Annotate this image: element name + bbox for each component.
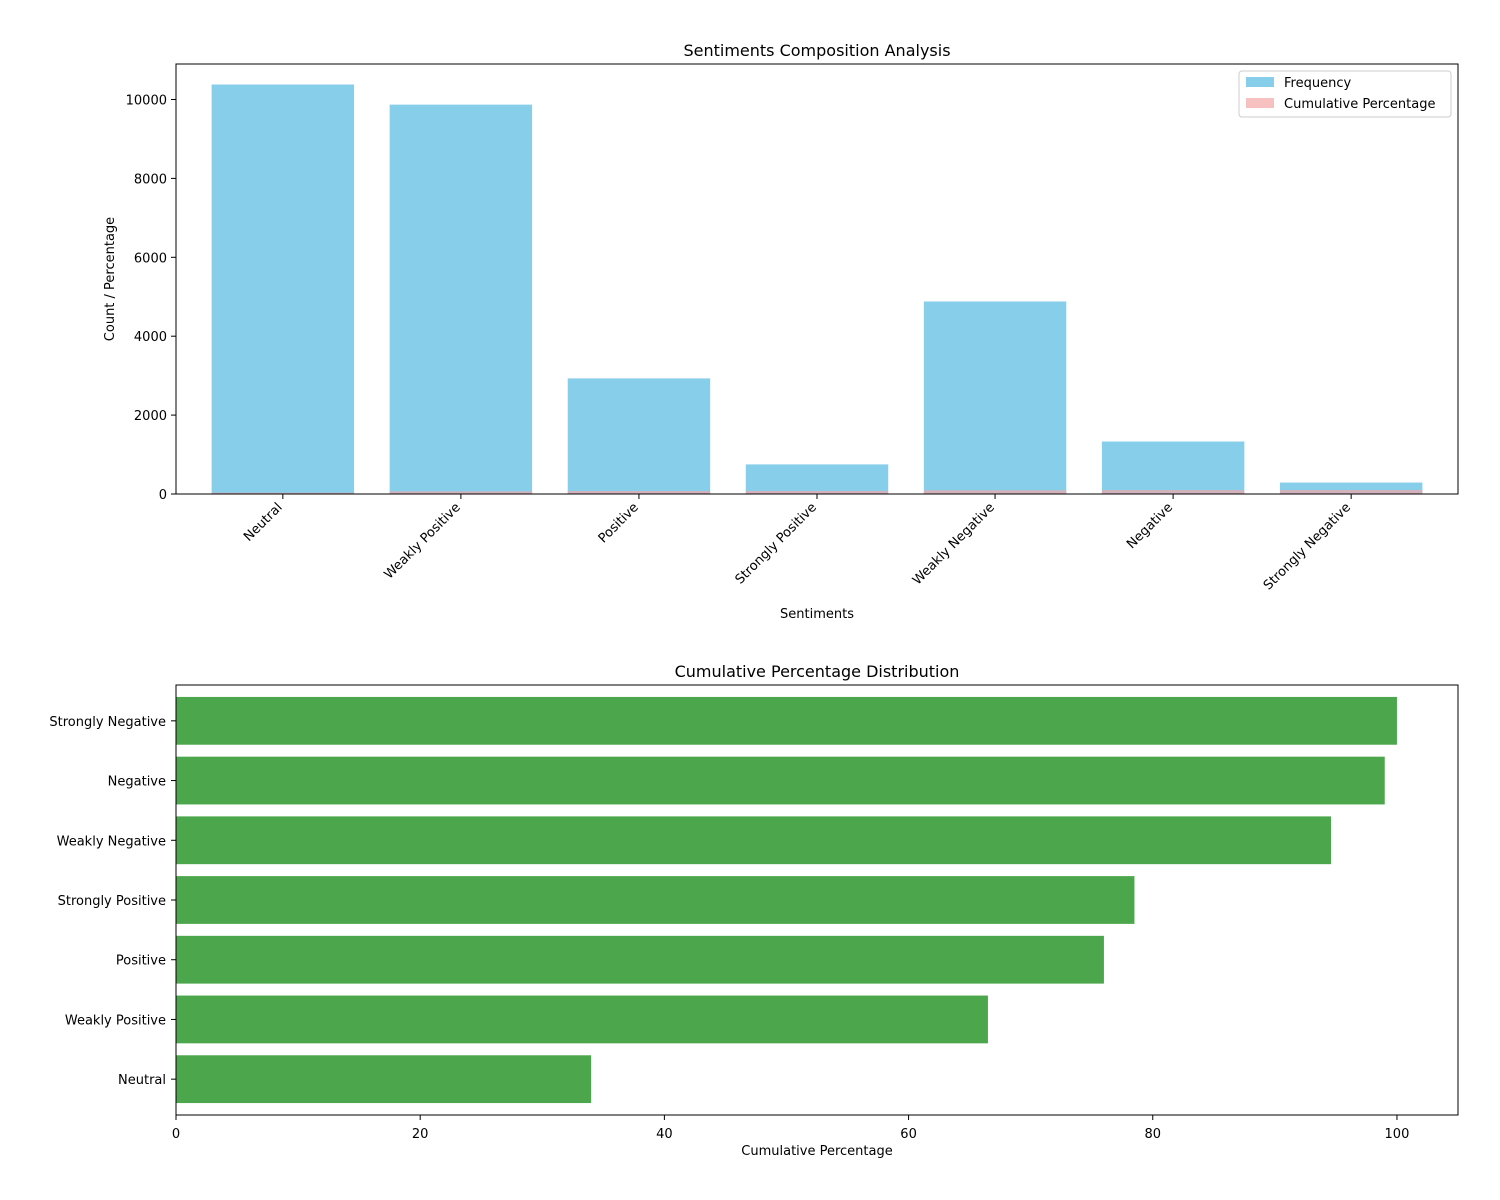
plot-area: 0 20 40 60 80 100 Neutral Weakly Positive Positi… bbox=[49, 684, 1459, 1142]
x-tick-label: Strongly Positive bbox=[733, 500, 820, 587]
legend-swatch-frequency bbox=[1246, 77, 1274, 87]
bar-cumulative-percentage-positive bbox=[567, 491, 711, 494]
x-tick-label: Weakly Positive bbox=[382, 500, 464, 582]
y-tick-label: Negative bbox=[108, 775, 166, 790]
x-tick-label: 40 bbox=[656, 1127, 673, 1142]
plot-area: 0 2000 4000 6000 8000 10000 Neutral Weakly Posi… bbox=[126, 63, 1459, 593]
bar-frequency-weakly-positive bbox=[389, 104, 533, 494]
x-tick-label: 60 bbox=[900, 1127, 917, 1142]
y-tick-label: 10000 bbox=[126, 94, 167, 109]
x-tick-label: 80 bbox=[1144, 1127, 1161, 1142]
legend-label-cumulative-percentage: Cumulative Percentage bbox=[1284, 97, 1435, 112]
bar-cumulative-percentage-weakly-positive bbox=[389, 491, 533, 494]
bar-weakly-positive bbox=[176, 995, 988, 1044]
y-tick-label: 8000 bbox=[134, 172, 167, 187]
y-axis-label: Count / Percentage bbox=[103, 217, 118, 341]
bar-cumulative-percentage-neutral bbox=[211, 492, 355, 494]
y-tick-label: Weakly Positive bbox=[65, 1013, 166, 1028]
x-tick-label: Strongly Negative bbox=[1261, 500, 1354, 593]
bar-cumulative-percentage-negative bbox=[1101, 490, 1245, 494]
x-tick-label: 100 bbox=[1385, 1127, 1410, 1142]
y-tick-label: 4000 bbox=[134, 330, 167, 345]
plot-frame bbox=[175, 63, 1459, 495]
cumulative-chart: Cumulative Percentage Distribution 0 20 40… bbox=[49, 662, 1459, 1159]
bar-cumulative-percentage-weakly-negative bbox=[923, 490, 1067, 494]
bar-cumulative-percentage-strongly-positive bbox=[745, 490, 889, 494]
y-tick-label: Weakly Negative bbox=[57, 834, 166, 849]
chart-title: Sentiments Composition Analysis bbox=[683, 41, 950, 60]
y-tick-label: Strongly Positive bbox=[58, 894, 166, 909]
bar-frequency-strongly-negative bbox=[1279, 482, 1423, 494]
x-tick-label: Positive bbox=[596, 500, 642, 546]
legend-swatch-cumulative-percentage bbox=[1246, 98, 1274, 108]
legend-label-frequency: Frequency bbox=[1284, 76, 1351, 91]
y-tick-label: 2000 bbox=[134, 409, 167, 424]
bar-weakly-negative bbox=[176, 816, 1332, 865]
x-tick-label: Neutral bbox=[241, 500, 286, 545]
x-axis-label: Sentiments bbox=[780, 607, 854, 622]
bar-positive bbox=[176, 935, 1104, 984]
bar-frequency-neutral bbox=[211, 84, 355, 494]
x-tick-label: 20 bbox=[412, 1127, 429, 1142]
bar-frequency-weakly-negative bbox=[923, 301, 1067, 494]
bar-frequency-negative bbox=[1101, 441, 1245, 494]
y-tick-label: Neutral bbox=[118, 1073, 166, 1088]
composition-chart: Sentiments Composition Analysis 0 2000 400… bbox=[103, 41, 1459, 622]
bar-neutral bbox=[176, 1055, 592, 1104]
x-tick-label: Negative bbox=[1124, 500, 1176, 552]
y-tick-label: Strongly Negative bbox=[49, 715, 166, 730]
legend: Frequency Cumulative Percentage bbox=[1238, 70, 1452, 118]
legend-box bbox=[1238, 70, 1452, 118]
bar-strongly-positive bbox=[176, 876, 1135, 924]
bar-frequency-positive bbox=[567, 378, 711, 494]
x-tick-label: Weakly Negative bbox=[910, 500, 998, 588]
y-tick-label: 0 bbox=[159, 488, 167, 503]
y-tick-label: 6000 bbox=[134, 251, 167, 266]
bar-cumulative-percentage-strongly-negative bbox=[1279, 490, 1423, 494]
y-tick-label: Positive bbox=[116, 954, 166, 969]
chart-title: Cumulative Percentage Distribution bbox=[675, 662, 960, 681]
bar-negative bbox=[176, 756, 1385, 805]
x-axis-label: Cumulative Percentage bbox=[741, 1144, 892, 1159]
x-tick-label: 0 bbox=[172, 1127, 180, 1142]
bar-strongly-negative bbox=[176, 696, 1397, 745]
bar-frequency-strongly-positive bbox=[745, 464, 889, 494]
